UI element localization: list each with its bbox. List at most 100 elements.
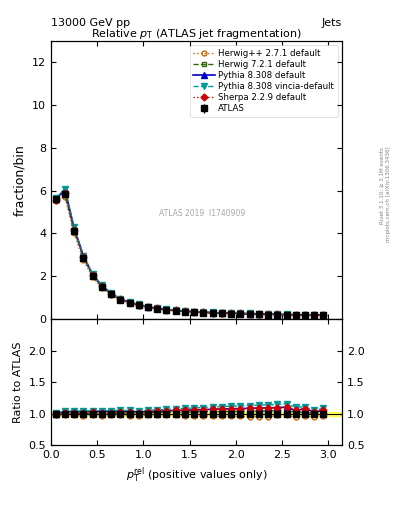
Pythia 8.308 default xyxy=(210,310,215,316)
Herwig 7.2.1 default xyxy=(312,312,317,318)
Pythia 8.308 default xyxy=(275,311,280,317)
Pythia 8.308 vincia-default xyxy=(275,311,280,317)
Sherpa 2.2.9 default xyxy=(173,307,178,313)
Herwig 7.2.1 default xyxy=(53,197,58,203)
Herwig 7.2.1 default xyxy=(183,308,187,314)
Pythia 8.308 vincia-default xyxy=(136,302,141,308)
Pythia 8.308 vincia-default xyxy=(183,308,187,314)
Herwig 7.2.1 default xyxy=(127,300,132,306)
Sherpa 2.2.9 default xyxy=(321,312,326,318)
Sherpa 2.2.9 default xyxy=(266,311,270,317)
Herwig++ 2.7.1 default xyxy=(210,310,215,316)
Pythia 8.308 vincia-default xyxy=(321,312,326,318)
Pythia 8.308 vincia-default xyxy=(201,309,206,315)
Herwig 7.2.1 default xyxy=(229,310,233,316)
Title: Relative $p_{\rm T}$ (ATLAS jet fragmentation): Relative $p_{\rm T}$ (ATLAS jet fragment… xyxy=(91,27,302,41)
Herwig++ 2.7.1 default xyxy=(183,309,187,315)
Sherpa 2.2.9 default xyxy=(146,304,151,310)
Herwig 7.2.1 default xyxy=(164,307,169,313)
Pythia 8.308 default xyxy=(238,310,243,316)
Herwig++ 2.7.1 default xyxy=(109,292,114,298)
Herwig++ 2.7.1 default xyxy=(275,312,280,318)
Herwig 7.2.1 default xyxy=(192,309,196,315)
Line: Pythia 8.308 vincia-default: Pythia 8.308 vincia-default xyxy=(53,186,326,318)
Pythia 8.308 default xyxy=(183,308,187,314)
Pythia 8.308 default xyxy=(312,312,317,318)
Herwig++ 2.7.1 default xyxy=(247,311,252,317)
Pythia 8.308 default xyxy=(247,311,252,317)
Sherpa 2.2.9 default xyxy=(164,307,169,313)
Pythia 8.308 default xyxy=(164,307,169,313)
Pythia 8.308 default xyxy=(118,296,123,302)
Herwig++ 2.7.1 default xyxy=(201,310,206,316)
Line: Pythia 8.308 default: Pythia 8.308 default xyxy=(53,187,326,318)
Herwig 7.2.1 default xyxy=(155,306,160,312)
Pythia 8.308 vincia-default xyxy=(99,283,104,289)
Herwig++ 2.7.1 default xyxy=(303,312,307,318)
Pythia 8.308 default xyxy=(62,186,67,193)
Herwig++ 2.7.1 default xyxy=(294,312,298,318)
Herwig 7.2.1 default xyxy=(62,192,67,198)
Herwig++ 2.7.1 default xyxy=(118,297,123,303)
Sherpa 2.2.9 default xyxy=(275,311,280,317)
Sherpa 2.2.9 default xyxy=(118,296,123,303)
Pythia 8.308 default xyxy=(257,311,261,317)
Sherpa 2.2.9 default xyxy=(201,309,206,315)
Herwig++ 2.7.1 default xyxy=(164,307,169,313)
Sherpa 2.2.9 default xyxy=(155,305,160,311)
Y-axis label: fraction/bin: fraction/bin xyxy=(13,144,27,216)
Herwig++ 2.7.1 default xyxy=(321,312,326,318)
Herwig++ 2.7.1 default xyxy=(99,285,104,291)
Sherpa 2.2.9 default xyxy=(303,312,307,318)
Pythia 8.308 default xyxy=(294,312,298,318)
Sherpa 2.2.9 default xyxy=(210,310,215,316)
Text: ATLAS 2019  I1740909: ATLAS 2019 I1740909 xyxy=(159,209,246,218)
Text: Jets: Jets xyxy=(321,18,342,28)
Pythia 8.308 default xyxy=(109,290,114,296)
Sherpa 2.2.9 default xyxy=(238,310,243,316)
Herwig 7.2.1 default xyxy=(201,309,206,315)
Sherpa 2.2.9 default xyxy=(183,308,187,314)
Pythia 8.308 vincia-default xyxy=(146,304,151,310)
Sherpa 2.2.9 default xyxy=(72,226,77,232)
Herwig 7.2.1 default xyxy=(72,227,77,233)
Pythia 8.308 vincia-default xyxy=(257,311,261,317)
Sherpa 2.2.9 default xyxy=(257,311,261,317)
Pythia 8.308 vincia-default xyxy=(127,299,132,305)
Sherpa 2.2.9 default xyxy=(109,291,114,297)
Bar xyxy=(51,412,342,416)
Herwig++ 2.7.1 default xyxy=(62,194,67,200)
Sherpa 2.2.9 default xyxy=(81,254,86,260)
Pythia 8.308 default xyxy=(81,253,86,259)
Herwig 7.2.1 default xyxy=(146,304,151,310)
Pythia 8.308 vincia-default xyxy=(238,310,243,316)
Pythia 8.308 vincia-default xyxy=(247,310,252,316)
Herwig 7.2.1 default xyxy=(247,311,252,317)
Herwig 7.2.1 default xyxy=(99,284,104,290)
Herwig++ 2.7.1 default xyxy=(53,198,58,204)
Pythia 8.308 default xyxy=(146,304,151,310)
Line: Herwig 7.2.1 default: Herwig 7.2.1 default xyxy=(53,193,326,318)
Herwig 7.2.1 default xyxy=(118,296,123,303)
Pythia 8.308 default xyxy=(220,310,224,316)
Pythia 8.308 default xyxy=(99,283,104,289)
Sherpa 2.2.9 default xyxy=(99,283,104,289)
Pythia 8.308 default xyxy=(90,271,95,278)
Herwig++ 2.7.1 default xyxy=(127,301,132,307)
Pythia 8.308 vincia-default xyxy=(72,224,77,230)
Herwig++ 2.7.1 default xyxy=(81,257,86,263)
Herwig++ 2.7.1 default xyxy=(155,306,160,312)
Pythia 8.308 default xyxy=(321,312,326,318)
Pythia 8.308 vincia-default xyxy=(210,309,215,315)
Sherpa 2.2.9 default xyxy=(247,311,252,317)
Pythia 8.308 vincia-default xyxy=(90,271,95,277)
Pythia 8.308 vincia-default xyxy=(192,309,196,315)
Pythia 8.308 default xyxy=(201,309,206,315)
Herwig++ 2.7.1 default xyxy=(238,311,243,317)
Pythia 8.308 vincia-default xyxy=(173,307,178,313)
Sherpa 2.2.9 default xyxy=(294,312,298,318)
Pythia 8.308 default xyxy=(127,300,132,306)
Pythia 8.308 default xyxy=(284,311,289,317)
Herwig++ 2.7.1 default xyxy=(90,274,95,281)
Text: Rivet 3.1.10; ≥ 3.1M events
mcplots.cern.ch [arXiv:1306.3436]: Rivet 3.1.10; ≥ 3.1M events mcplots.cern… xyxy=(380,147,391,242)
